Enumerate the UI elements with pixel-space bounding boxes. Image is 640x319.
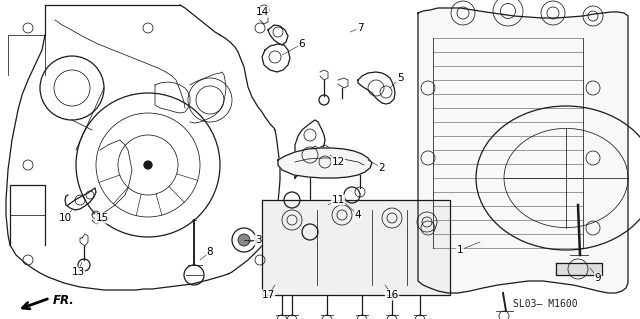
Text: 16: 16: [385, 290, 399, 300]
Text: 5: 5: [397, 73, 403, 83]
Polygon shape: [556, 263, 602, 275]
Text: 7: 7: [356, 23, 364, 33]
Text: 4: 4: [355, 210, 362, 220]
Text: 12: 12: [332, 157, 344, 167]
Text: 15: 15: [95, 213, 109, 223]
Polygon shape: [278, 148, 372, 178]
Text: 11: 11: [332, 195, 344, 205]
Text: 3: 3: [255, 235, 261, 245]
Text: 9: 9: [595, 273, 602, 283]
Text: 13: 13: [72, 267, 84, 277]
Polygon shape: [418, 8, 628, 293]
Text: 10: 10: [58, 213, 72, 223]
Circle shape: [238, 234, 250, 246]
Text: 17: 17: [261, 290, 275, 300]
Text: 2: 2: [379, 163, 385, 173]
Text: 1: 1: [457, 245, 463, 255]
Circle shape: [144, 161, 152, 169]
Text: FR.: FR.: [53, 293, 75, 307]
Polygon shape: [262, 200, 450, 295]
Text: SL03– M1600: SL03– M1600: [513, 299, 577, 309]
Text: 14: 14: [255, 7, 269, 17]
Text: 6: 6: [299, 39, 305, 49]
Text: 8: 8: [207, 247, 213, 257]
